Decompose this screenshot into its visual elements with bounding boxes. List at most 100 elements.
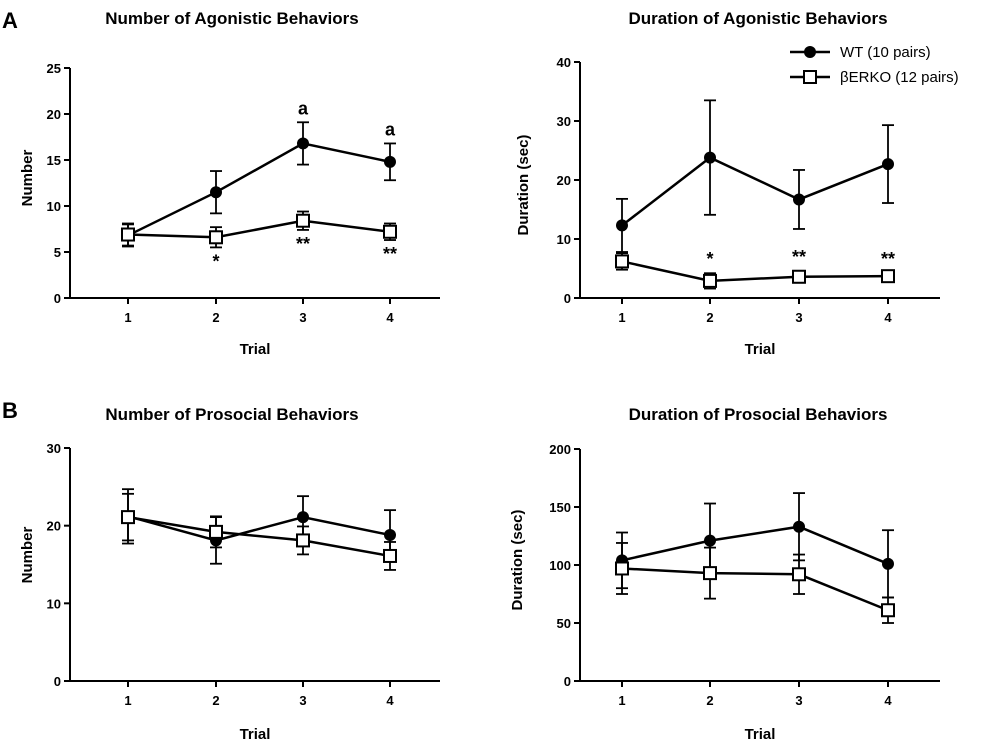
x-axis-label: Trial <box>745 341 776 358</box>
y-tick-label: 10 <box>47 199 61 214</box>
x-tick-label: 1 <box>618 310 625 325</box>
y-tick-label: 15 <box>47 153 61 168</box>
data-point-ko <box>703 273 717 288</box>
x-tick-label: 4 <box>884 310 892 325</box>
x-tick-label: 2 <box>212 693 219 708</box>
series-ko <box>615 252 895 290</box>
legend-wt-marker <box>804 46 816 58</box>
data-point-wt <box>616 219 628 232</box>
x-tick-label: 1 <box>124 693 131 708</box>
series-line <box>621 156 889 227</box>
legend-ko-label: βERKO (12 pairs) <box>840 69 959 86</box>
legend-wt-label: WT (10 pairs) <box>840 44 931 61</box>
x-tick-label: 2 <box>212 310 219 325</box>
data-point-ko <box>881 269 895 284</box>
x-axis-label: Trial <box>240 341 271 358</box>
x-tick-label: 1 <box>124 310 131 325</box>
y-tick-label: 10 <box>47 596 61 611</box>
y-tick-label: 0 <box>54 291 61 306</box>
data-point-ko <box>792 567 806 582</box>
series-ko <box>121 210 397 249</box>
data-point-ko <box>792 269 806 284</box>
data-point-ko <box>209 230 223 245</box>
data-point-ko <box>121 227 135 242</box>
chart-title: Duration of Agonistic Behaviors <box>628 9 887 28</box>
x-tick-label: 2 <box>706 310 713 325</box>
x-tick-label: 4 <box>386 693 394 708</box>
y-tick-label: 100 <box>549 558 571 573</box>
series-line <box>621 567 889 612</box>
x-tick-label: 4 <box>884 693 892 708</box>
series-ko <box>615 542 895 624</box>
y-axis-label: Duration (sec) <box>515 135 532 236</box>
data-point-ko <box>383 548 397 563</box>
series-line <box>127 515 391 542</box>
y-tick-label: 5 <box>54 245 61 260</box>
y-tick-label: 10 <box>557 232 571 247</box>
x-tick-label: 3 <box>795 310 802 325</box>
y-tick-label: 150 <box>549 500 571 515</box>
x-tick-label: 2 <box>706 693 713 708</box>
y-tick-label: 50 <box>557 616 571 631</box>
data-point-ko <box>615 254 629 269</box>
data-point-ko <box>296 533 310 548</box>
panel-label-a: A <box>2 8 18 33</box>
significance-marker: * <box>706 249 713 269</box>
series-line <box>127 142 391 237</box>
y-tick-label: 40 <box>557 55 571 70</box>
y-axis-label: Duration (sec) <box>509 510 526 611</box>
series-line <box>621 260 889 283</box>
x-tick-label: 4 <box>386 310 394 325</box>
chart-title: Number of Prosocial Behaviors <box>105 405 358 424</box>
significance-marker: ** <box>792 247 806 267</box>
y-tick-label: 30 <box>47 441 61 456</box>
data-point-ko <box>703 566 717 581</box>
y-axis-label: Number <box>19 150 36 207</box>
data-point-wt <box>384 155 396 168</box>
data-point-wt <box>793 520 805 533</box>
chart-title: Number of Agonistic Behaviors <box>105 9 358 28</box>
y-tick-label: 0 <box>54 674 61 689</box>
significance-marker: a <box>298 98 309 118</box>
y-axis-label: Number <box>19 527 36 584</box>
data-point-ko <box>615 561 629 576</box>
data-point-wt <box>384 528 396 541</box>
data-point-wt <box>704 151 716 164</box>
x-axis-label: Trial <box>745 726 776 743</box>
data-point-wt <box>297 511 309 524</box>
series-line <box>621 525 889 565</box>
data-point-ko <box>296 213 310 228</box>
chart-prosocial-duration: Duration of Prosocial Behaviors 0 50 100 150… <box>509 405 940 743</box>
y-tick-label: 0 <box>564 674 571 689</box>
data-point-ko <box>881 603 895 618</box>
series-wt <box>122 488 396 565</box>
data-point-wt <box>210 186 222 199</box>
data-point-ko <box>209 524 223 539</box>
series-wt <box>616 99 894 253</box>
significance-marker: * <box>212 251 219 271</box>
legend: WT (10 pairs) βERKO (12 pairs) <box>790 44 959 86</box>
chart-prosocial-number: Number of Prosocial Behaviors 0 10 20 30 1 2 3 4… <box>19 405 440 743</box>
x-tick-label: 3 <box>299 310 306 325</box>
data-point-wt <box>882 557 894 570</box>
x-tick-label: 3 <box>795 693 802 708</box>
significance-marker: a <box>385 119 396 139</box>
y-tick-label: 20 <box>47 107 61 122</box>
chart-title: Duration of Prosocial Behaviors <box>629 405 888 424</box>
series-wt <box>616 492 894 599</box>
y-tick-label: 20 <box>47 519 61 534</box>
data-point-wt <box>882 158 894 171</box>
series-line <box>127 515 391 558</box>
data-point-wt <box>297 137 309 150</box>
series-ko <box>121 492 397 571</box>
significance-marker: ** <box>383 244 397 264</box>
data-point-ko <box>383 224 397 239</box>
chart-agonistic-number: Number of Agonistic Behaviors 0 5 10 15 20 25 1… <box>19 9 440 358</box>
y-tick-label: 25 <box>47 61 61 76</box>
y-tick-label: 30 <box>557 114 571 129</box>
x-tick-label: 1 <box>618 693 625 708</box>
legend-ko-marker <box>803 70 817 84</box>
data-point-wt <box>793 193 805 206</box>
series-line <box>127 219 391 239</box>
